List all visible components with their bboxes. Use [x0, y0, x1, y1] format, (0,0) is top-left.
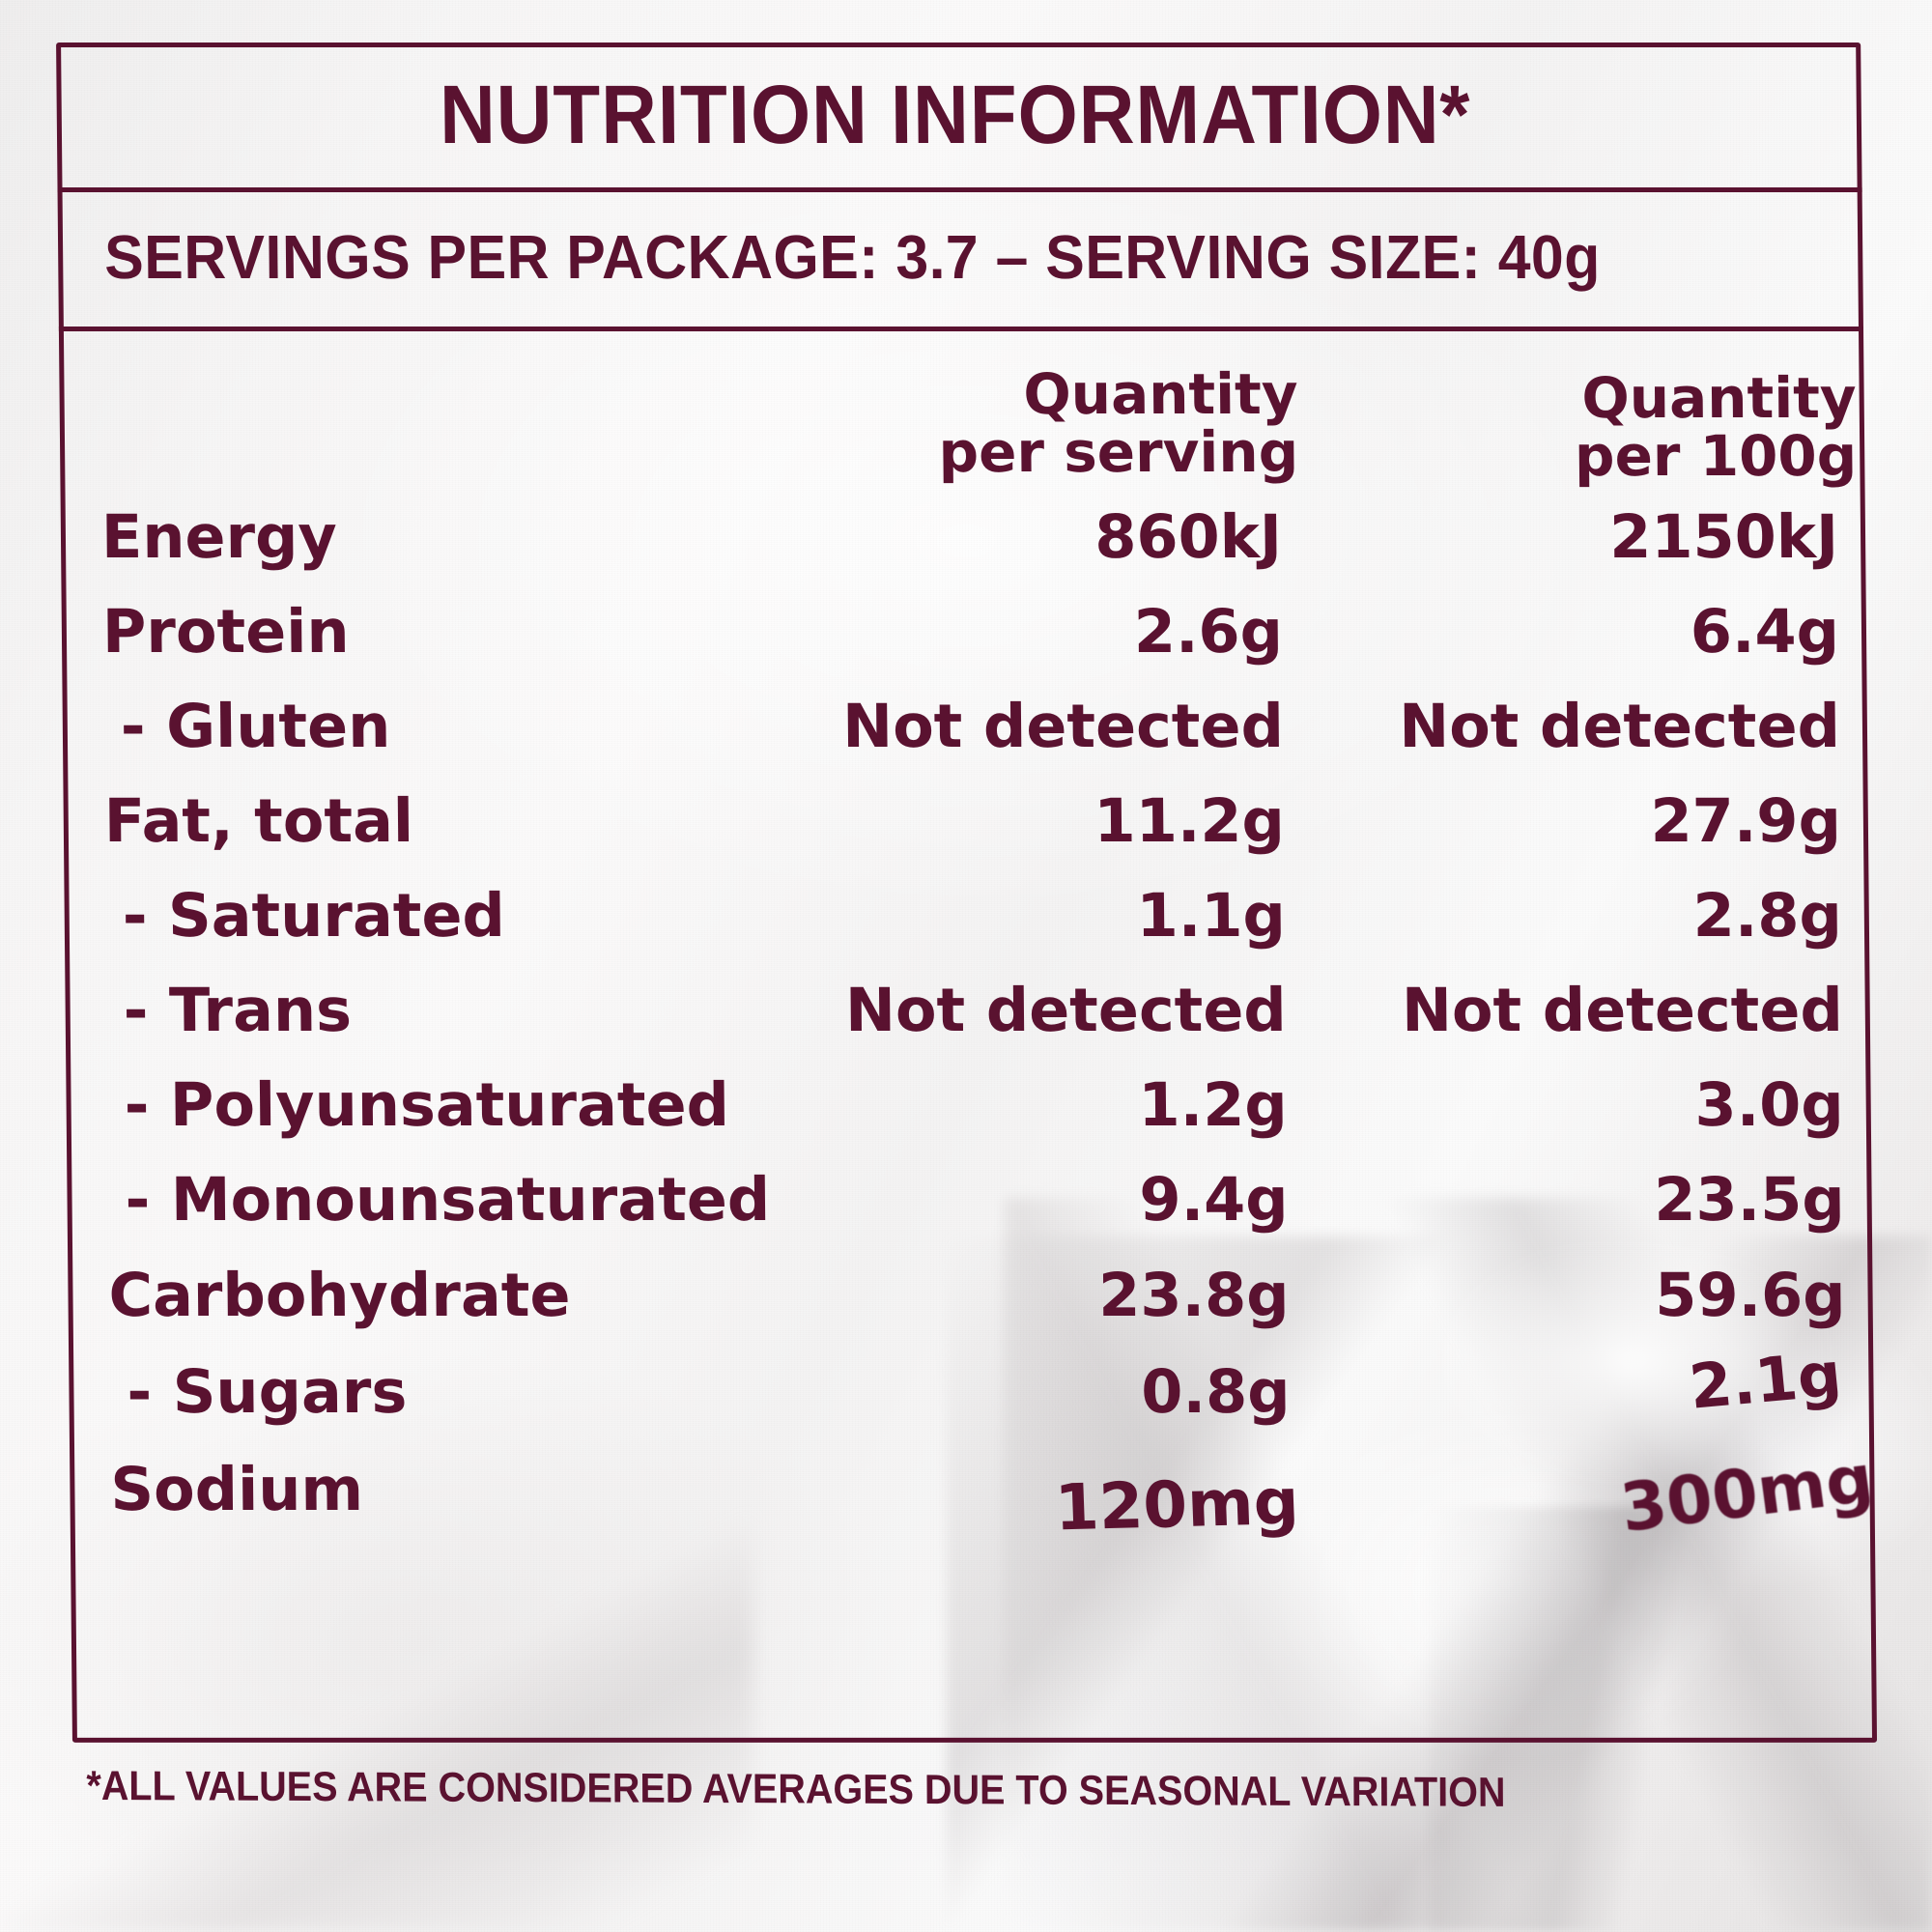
nutrient-value-per-serving: 9.4g	[1139, 1163, 1289, 1235]
nutrient-value-per-serving: 120mg	[1053, 1463, 1300, 1546]
column-header-per-serving: Quantity per serving	[938, 360, 1299, 486]
nutrient-value-per-serving: Not detected	[841, 690, 1285, 761]
nutrient-row: Energy 860kJ 2150kJ	[57, 491, 1862, 583]
nutrient-value-per-serving: 1.1g	[1136, 879, 1287, 951]
nutrient-value-per-100g: 3.0g	[1694, 1068, 1845, 1140]
panel-divider-rule	[57, 186, 1862, 192]
panel-title: NUTRITION INFORMATION*	[439, 68, 1472, 161]
nutrient-value-per-100g: 2.1g	[1686, 1338, 1845, 1423]
nutrient-row: Protein 2.6g 6.4g	[57, 585, 1862, 678]
panel-divider-rule	[58, 326, 1864, 331]
nutrient-name: - Gluten	[120, 690, 391, 761]
servings-line: SERVINGS PER PACKAGE: 3.7 – SERVING SIZE…	[103, 221, 1602, 292]
nutrient-row: - Sugars 0.8g 2.1g	[65, 1338, 1870, 1438]
nutrient-name: - Sugars	[127, 1355, 408, 1427]
nutrient-name: Protein	[101, 595, 350, 667]
nutrient-name: - Saturated	[122, 879, 506, 951]
nutrient-table: Energy 860kJ 2150kJ Protein 2.6g 6.4g - Gluten…	[57, 491, 1878, 1547]
nutrient-name: - Trans	[123, 974, 353, 1045]
nutrient-name: - Polyunsaturated	[124, 1068, 730, 1140]
nutrient-value-per-serving: 2.6g	[1133, 595, 1284, 667]
nutrient-row: - Saturated 1.1g 2.8g	[60, 869, 1865, 962]
column-header-per-serving-line1: Quantity	[1023, 360, 1298, 427]
panel-footnote: *ALL VALUES ARE CONSIDERED AVERAGES DUE …	[86, 1762, 1506, 1816]
nutrient-value-per-serving: 23.8g	[1097, 1259, 1290, 1330]
column-header-per-serving-line2: per serving	[938, 419, 1299, 486]
column-header-per-100g-line1: Quantity	[1581, 364, 1858, 431]
column-header-per-100g-line2: per 100g	[1574, 423, 1858, 490]
nutrient-value-per-100g: Not detected	[1398, 690, 1841, 761]
nutrient-row: - Gluten Not detected Not detected	[58, 680, 1863, 773]
nutrient-name: Energy	[100, 500, 338, 572]
nutrient-value-per-serving: 0.8g	[1140, 1355, 1291, 1427]
nutrient-row: Carbohydrate 23.8g 59.6g	[64, 1249, 1869, 1342]
nutrient-value-per-serving: Not detected	[844, 974, 1288, 1045]
nutrient-value-per-100g: 6.4g	[1690, 595, 1840, 667]
nutrient-row: - Polyunsaturated 1.2g 3.0g	[62, 1059, 1867, 1151]
nutrient-row: - Trans Not detected Not detected	[61, 964, 1866, 1057]
nutrient-row: Fat, total 11.2g 27.9g	[59, 775, 1864, 867]
nutrient-name: Sodium	[110, 1453, 364, 1524]
nutrient-value-per-100g: 2.8g	[1692, 879, 1843, 951]
nutrient-name: Carbohydrate	[108, 1259, 571, 1330]
nutrient-row: Sodium 120mg 300mg	[66, 1439, 1877, 1548]
nutrient-row: - Monounsaturated 9.4g 23.5g	[63, 1153, 1868, 1246]
nutrient-value-per-serving: 860kJ	[1094, 500, 1283, 572]
nutrient-value-per-100g: 27.9g	[1650, 784, 1842, 856]
nutrient-name: Fat, total	[103, 784, 414, 856]
nutrient-value-per-100g: Not detected	[1401, 974, 1844, 1045]
nutrient-value-per-100g: 2150kJ	[1608, 500, 1839, 572]
nutrient-value-per-100g: 23.5g	[1653, 1163, 1845, 1235]
nutrition-information-panel: NUTRITION INFORMATION* SERVINGS PER PACK…	[52, 37, 1890, 1816]
nutrient-value-per-serving: 1.2g	[1138, 1068, 1289, 1140]
nutrient-value-per-serving: 11.2g	[1094, 784, 1286, 856]
nutrient-name: - Monounsaturated	[125, 1163, 771, 1235]
column-header-per-100g: Quantity per 100g	[1574, 364, 1858, 490]
